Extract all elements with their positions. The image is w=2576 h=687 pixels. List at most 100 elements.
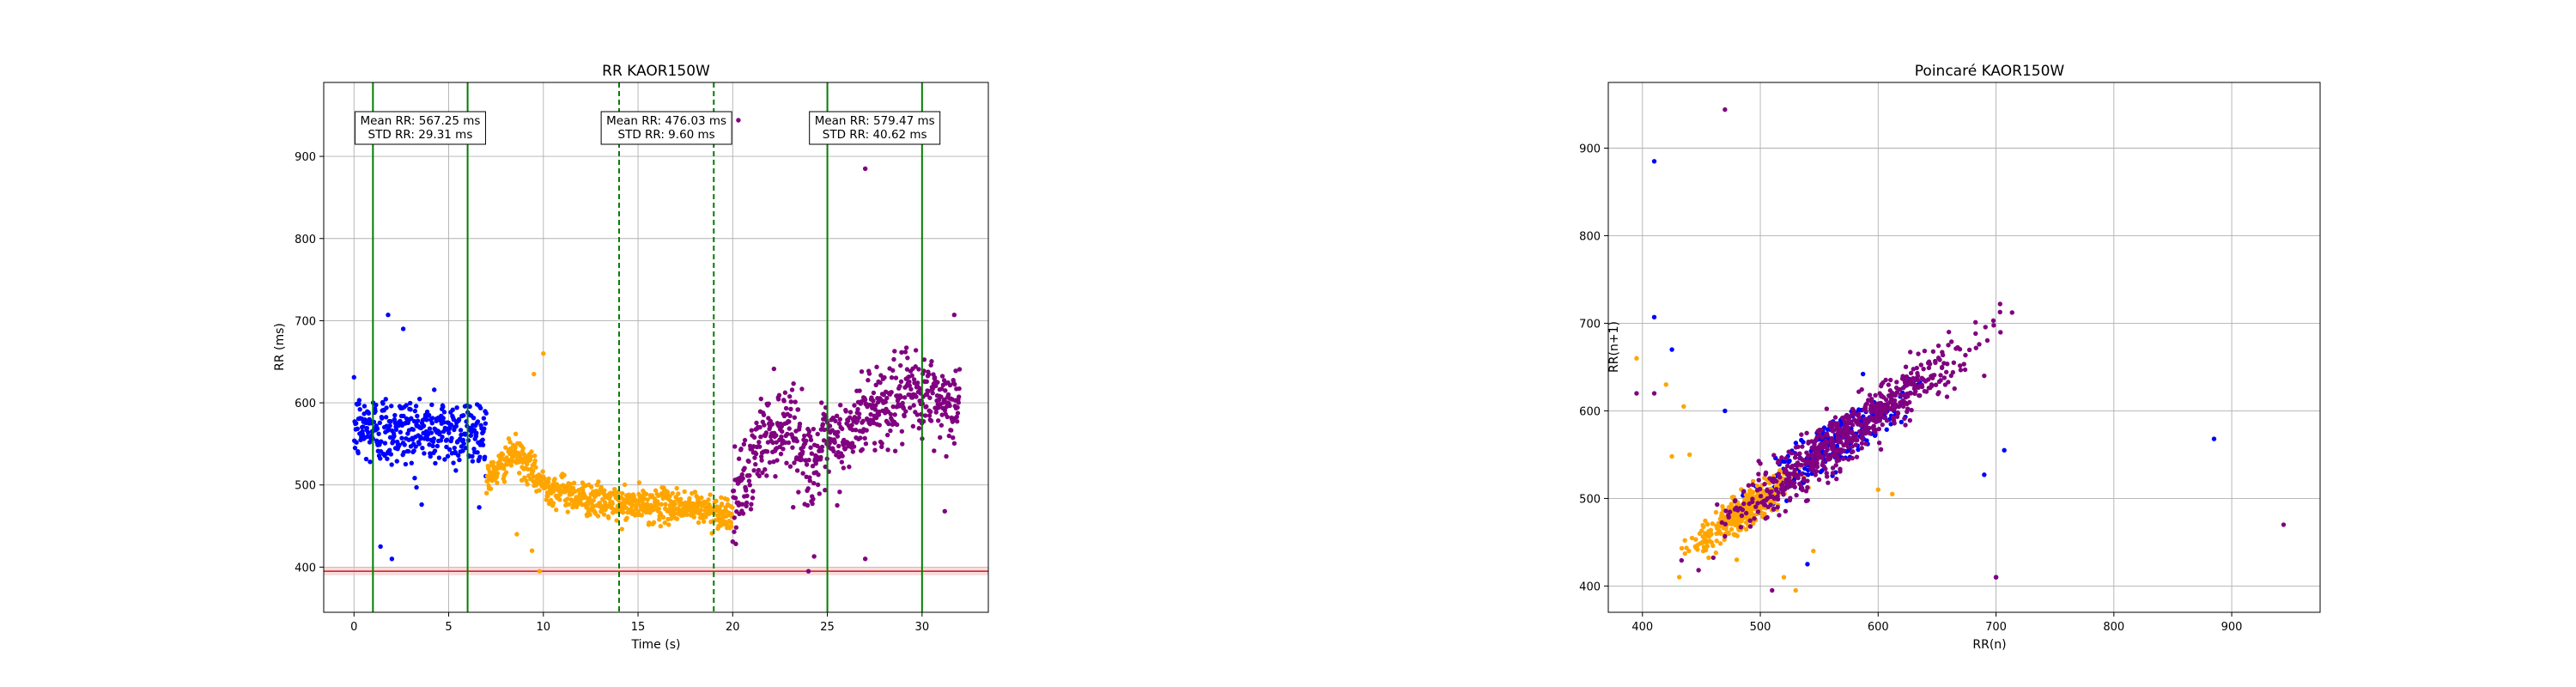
rr-point <box>433 460 438 466</box>
poincare-point <box>1830 465 1836 471</box>
rr-point <box>781 398 787 404</box>
rr-point <box>877 423 882 428</box>
poincare-point <box>1793 441 1799 446</box>
rr-point <box>840 426 845 432</box>
rr-point <box>361 404 368 409</box>
rr-point <box>480 442 486 447</box>
rr-point <box>892 448 898 453</box>
poincare-point <box>1819 428 1824 433</box>
rr-point <box>766 401 771 406</box>
poincare-point <box>1776 459 1782 464</box>
poincare-point <box>1799 432 1804 437</box>
rr-stat-box <box>600 111 732 145</box>
poincare-point <box>1775 504 1780 510</box>
poincare-point <box>1879 383 1884 389</box>
rr-point <box>392 434 397 439</box>
poincare-point <box>1755 509 1761 514</box>
rr-point <box>416 396 422 402</box>
rr-point <box>571 480 577 485</box>
poincare-point <box>1785 463 1790 469</box>
poincare-point <box>1741 501 1747 507</box>
poincare-point <box>1937 357 1942 362</box>
poincare-point <box>1704 521 1710 527</box>
rr-point <box>672 502 677 507</box>
rr-point <box>731 488 737 494</box>
poincare-outlier-point <box>1669 347 1674 352</box>
rr-point <box>832 440 837 446</box>
poincare-point <box>1750 478 1756 484</box>
poincare-point <box>1755 501 1760 506</box>
rr-point <box>411 448 416 453</box>
poincare-point <box>1941 375 1947 380</box>
poincare-point <box>1859 446 1864 451</box>
poincare-point <box>1723 508 1728 514</box>
rr-point <box>550 501 556 506</box>
rr-point <box>570 485 576 491</box>
rr-point <box>413 404 419 409</box>
rr-point <box>853 427 859 433</box>
poincare-point <box>1793 445 1799 450</box>
rr-point <box>821 438 827 443</box>
rr-point <box>424 417 429 423</box>
rr-point <box>389 462 394 467</box>
rr-point <box>851 444 857 449</box>
poincare-point <box>1762 482 1767 487</box>
poincare-outlier-point <box>1651 391 1657 396</box>
poincare-point <box>1700 534 1705 539</box>
rr-point <box>903 345 909 350</box>
rr-point <box>490 459 496 465</box>
rr-point <box>445 453 451 459</box>
rr-point <box>607 494 613 500</box>
rr-point <box>787 464 793 469</box>
poincare-point <box>1884 418 1890 423</box>
rr-point <box>454 405 459 410</box>
poincare-point <box>1713 550 1719 556</box>
rr-point <box>787 426 792 431</box>
poincare-point <box>1921 366 1926 372</box>
rr-point <box>377 420 383 426</box>
rr-point <box>429 402 434 408</box>
rr-point <box>525 461 530 467</box>
rr-point <box>631 509 636 514</box>
rr-point <box>508 446 513 452</box>
rr-point <box>908 405 913 410</box>
rr-point <box>888 428 893 434</box>
poincare-point <box>1926 365 1932 371</box>
rr-point <box>954 414 959 420</box>
rr-point <box>475 450 480 455</box>
rr-point <box>951 435 956 441</box>
rr-point <box>388 452 394 457</box>
poincare-point <box>1830 471 1836 476</box>
rr-point <box>789 387 795 392</box>
rr-point <box>914 394 919 399</box>
poincare-point <box>1854 454 1860 459</box>
poincare-point <box>1983 325 1988 330</box>
poincare-point <box>1701 524 1706 530</box>
poincare-point <box>1814 460 1820 466</box>
rr-point <box>409 460 415 465</box>
poincare-point <box>1887 388 1893 393</box>
rr-outlier-point <box>862 166 868 172</box>
rr-point <box>419 502 424 508</box>
poincare-point <box>1856 429 1862 435</box>
poincare-point <box>1872 406 1877 411</box>
poincare-outlier-point <box>1805 478 1810 483</box>
rr-point <box>779 423 785 429</box>
rr-point <box>852 403 857 408</box>
poincare-point <box>1805 484 1810 490</box>
rr-point <box>884 432 890 438</box>
poincare-point <box>1878 412 1884 417</box>
poincare-point <box>1853 418 1858 423</box>
rr-point <box>510 459 516 464</box>
rr-outlier-point <box>811 554 817 559</box>
rr-point <box>374 402 379 408</box>
poincare-point <box>1759 500 1765 505</box>
rr-stat-box <box>809 111 941 145</box>
rr-point <box>882 374 887 380</box>
poincare-point <box>1997 301 2002 307</box>
rr-point <box>457 457 462 463</box>
rr-point <box>708 492 713 497</box>
rr-point <box>537 488 542 493</box>
rr-point <box>818 454 823 460</box>
